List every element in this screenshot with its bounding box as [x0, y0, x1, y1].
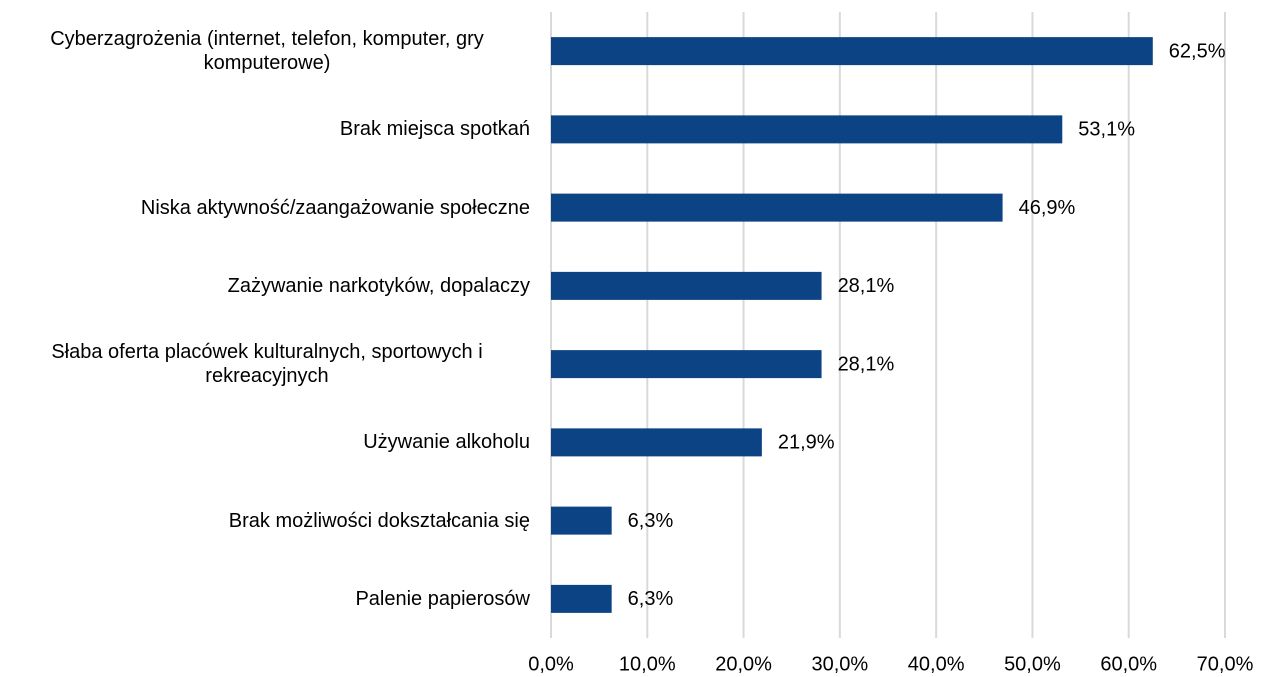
- x-tick-label: 40,0%: [908, 653, 965, 675]
- category-label-box: Słaba oferta placówek kulturalnych, spor…: [4, 325, 530, 403]
- y-tick-label: Brak możliwości dokształcania się: [228, 509, 530, 532]
- category-label-box: Używanie alkoholu: [4, 403, 530, 481]
- category-label-box: Palenie papierosów: [4, 560, 530, 638]
- bar: [551, 115, 1063, 144]
- x-tick-label: 20,0%: [715, 653, 772, 675]
- category-label-box: Brak możliwości dokształcania się: [4, 482, 530, 560]
- bar: [551, 37, 1153, 66]
- y-tick-label: Brak miejsca spotkań: [339, 118, 530, 141]
- x-tick-label: 30,0%: [811, 653, 868, 675]
- bar: [551, 193, 1003, 222]
- x-tick-label: 10,0%: [619, 653, 676, 675]
- y-tick-label: Słaba oferta placówek kulturalnych, spor…: [51, 341, 483, 388]
- category-label-box: Niska aktywność/zaangażowanie społeczne: [4, 169, 530, 247]
- x-tick-label: 0,0%: [528, 653, 574, 675]
- bar: [551, 350, 822, 379]
- data-label: 53,1%: [1078, 119, 1135, 141]
- data-label: 6,3%: [628, 510, 674, 532]
- bar: [551, 428, 762, 457]
- bar: [551, 506, 612, 535]
- y-tick-label: Niska aktywność/zaangażowanie społeczne: [140, 196, 530, 219]
- x-tick-label: 70,0%: [1197, 653, 1254, 675]
- x-tick-label: 50,0%: [1004, 653, 1061, 675]
- y-tick-label: Palenie papierosów: [355, 587, 530, 610]
- data-label: 6,3%: [628, 588, 674, 610]
- bar: [551, 584, 612, 613]
- data-label: 28,1%: [838, 353, 895, 375]
- y-tick-label: Zażywanie narkotyków, dopalaczy: [227, 274, 530, 297]
- data-label: 46,9%: [1019, 197, 1076, 219]
- x-tick-label: 60,0%: [1100, 653, 1157, 675]
- category-label-box: Cyberzagrożenia (internet, telefon, komp…: [4, 12, 530, 90]
- category-label-box: Brak miejsca spotkań: [4, 90, 530, 168]
- y-tick-label: Używanie alkoholu: [363, 431, 530, 454]
- data-label: 21,9%: [778, 432, 835, 454]
- data-label: 28,1%: [838, 275, 895, 297]
- bar: [551, 271, 822, 300]
- category-label-box: Zażywanie narkotyków, dopalaczy: [4, 247, 530, 325]
- data-label: 62,5%: [1169, 40, 1226, 62]
- y-tick-label: Cyberzagrożenia (internet, telefon, komp…: [50, 28, 484, 75]
